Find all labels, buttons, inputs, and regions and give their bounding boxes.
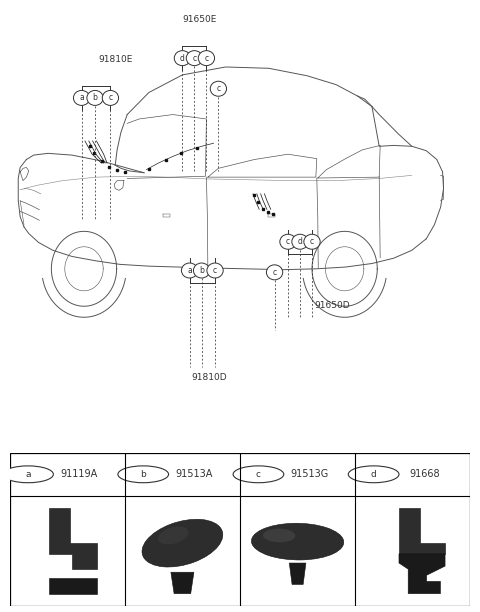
Text: 91119A: 91119A (60, 469, 97, 479)
Circle shape (304, 234, 320, 249)
Circle shape (266, 265, 283, 280)
Ellipse shape (142, 520, 223, 567)
Text: 91513A: 91513A (175, 469, 213, 479)
Text: c: c (286, 237, 290, 246)
Circle shape (3, 466, 53, 483)
Circle shape (193, 263, 210, 278)
Circle shape (102, 91, 119, 105)
Text: 91513G: 91513G (290, 469, 328, 479)
Circle shape (87, 91, 103, 105)
Text: c: c (192, 54, 196, 62)
Circle shape (210, 81, 227, 96)
Circle shape (280, 234, 296, 249)
Polygon shape (399, 554, 445, 594)
Text: d: d (371, 470, 376, 479)
Text: c: c (213, 266, 217, 275)
Circle shape (292, 234, 308, 249)
Text: b: b (93, 94, 97, 102)
Text: a: a (25, 470, 31, 479)
Ellipse shape (158, 526, 188, 545)
Polygon shape (49, 508, 97, 569)
Text: d: d (180, 54, 185, 62)
Circle shape (198, 51, 215, 65)
Text: d: d (298, 237, 302, 246)
Polygon shape (171, 572, 194, 594)
Polygon shape (289, 563, 306, 584)
Text: 91668: 91668 (409, 469, 440, 479)
Circle shape (233, 466, 284, 483)
Circle shape (174, 51, 191, 65)
Text: c: c (204, 54, 208, 62)
Text: c: c (108, 94, 112, 102)
Ellipse shape (252, 523, 344, 560)
Text: 91650D: 91650D (314, 302, 350, 310)
Text: c: c (273, 268, 276, 277)
Circle shape (118, 466, 168, 483)
Circle shape (73, 91, 90, 105)
Circle shape (186, 51, 203, 65)
Text: a: a (187, 266, 192, 275)
Circle shape (181, 263, 198, 278)
Text: a: a (79, 94, 84, 102)
Text: 91810E: 91810E (98, 55, 132, 64)
Text: 91810D: 91810D (191, 373, 227, 382)
FancyBboxPatch shape (10, 453, 470, 606)
Text: c: c (256, 470, 261, 479)
Circle shape (348, 466, 399, 483)
Polygon shape (399, 508, 445, 554)
Text: b: b (140, 470, 146, 479)
Circle shape (207, 263, 223, 278)
Text: b: b (199, 266, 204, 275)
Ellipse shape (263, 529, 295, 542)
Text: c: c (216, 84, 220, 93)
Text: c: c (310, 237, 314, 246)
Text: 91650E: 91650E (182, 15, 216, 24)
Polygon shape (49, 578, 97, 594)
